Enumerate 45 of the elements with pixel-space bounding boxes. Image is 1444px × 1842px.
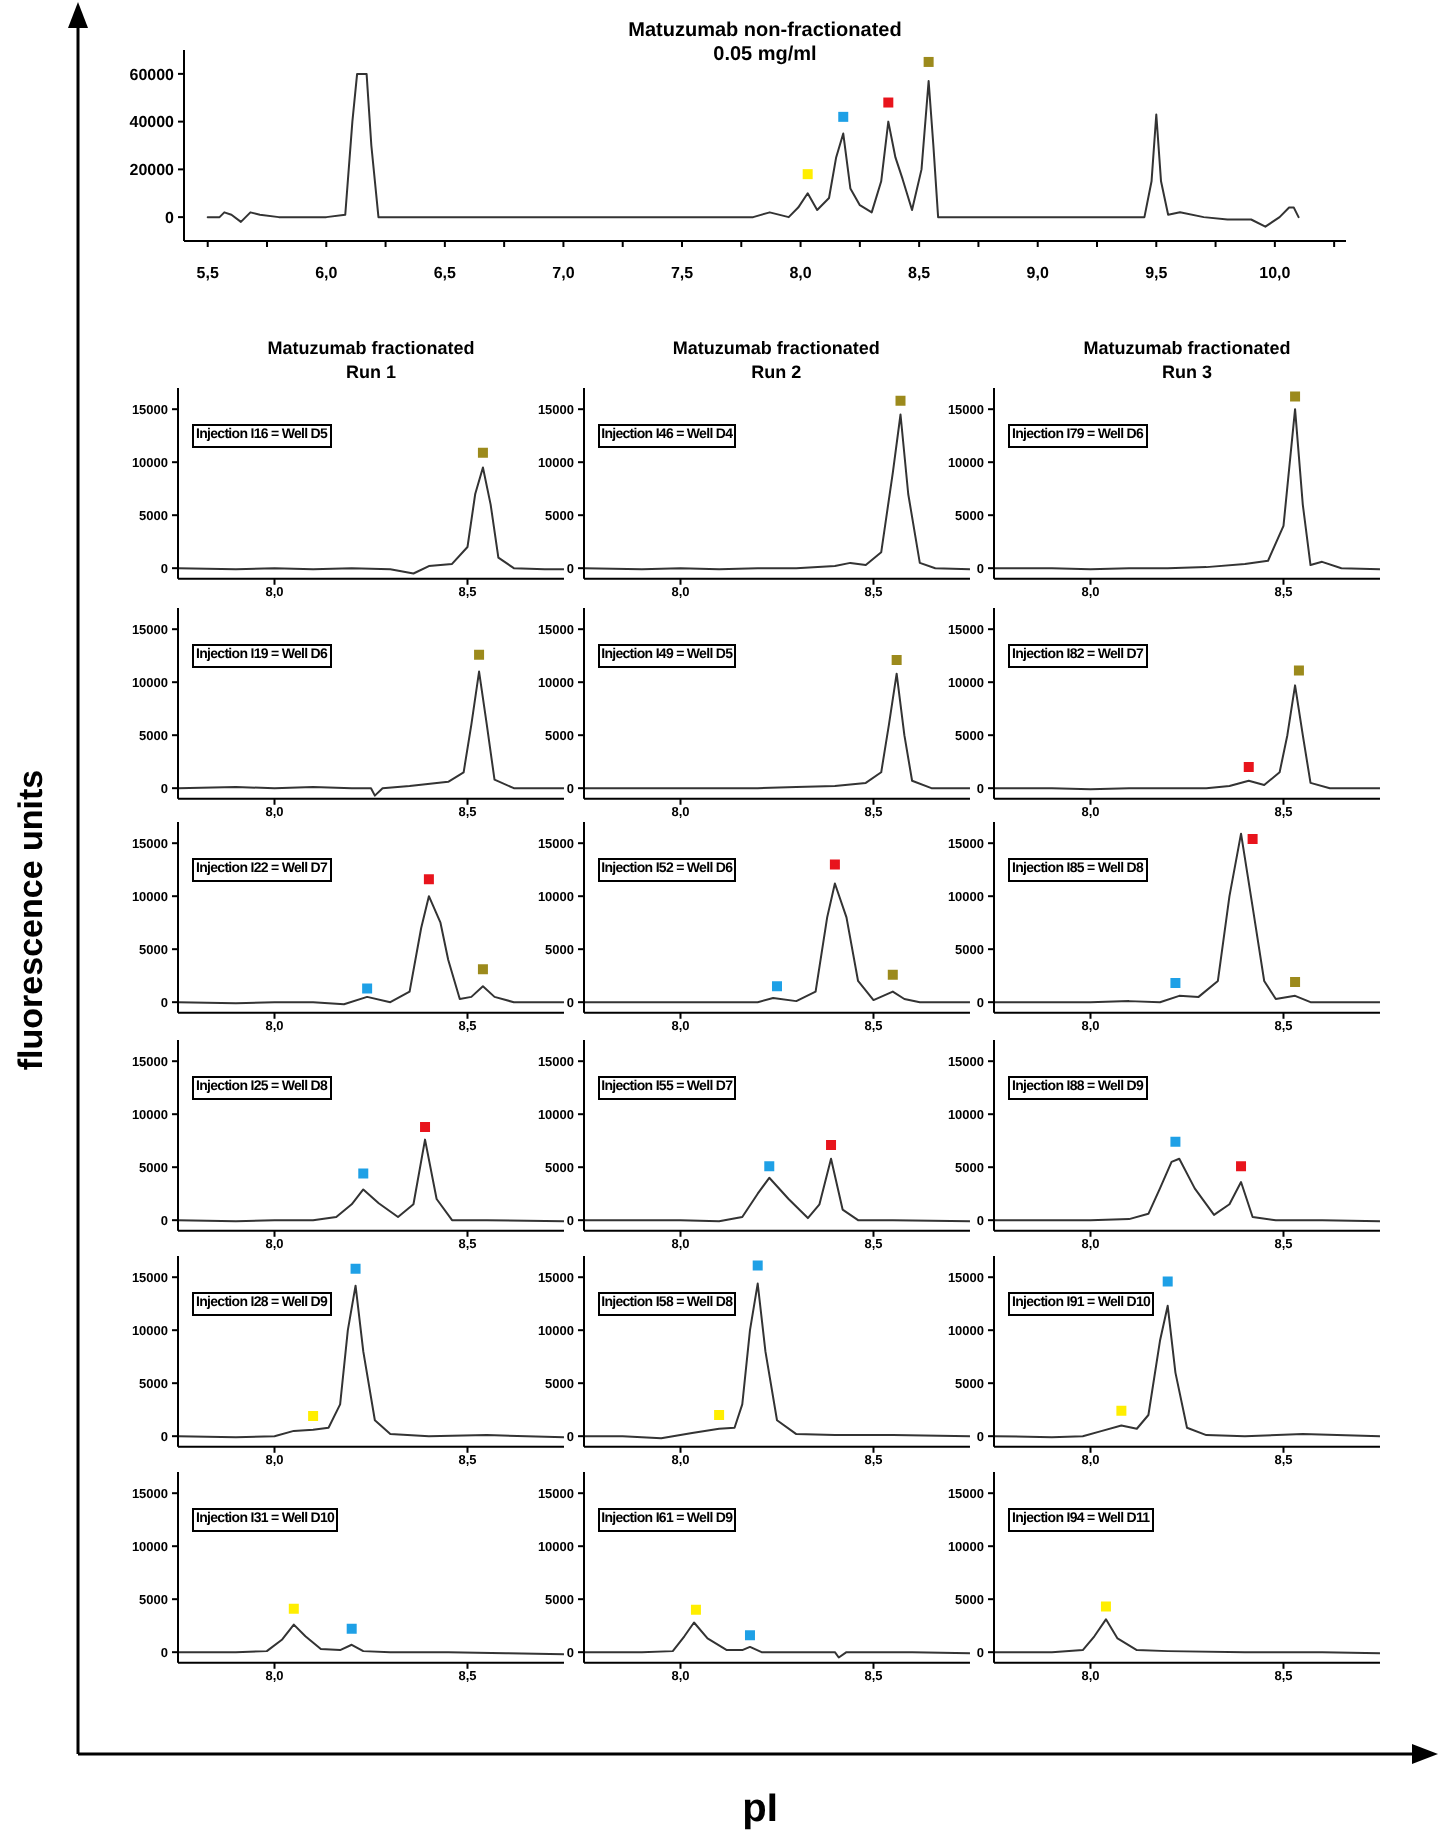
chart-subtitle: Run 1 — [343, 360, 398, 385]
point — [423, 875, 434, 886]
point — [362, 984, 373, 995]
chart-title: Matuzumab fractionated — [265, 336, 477, 361]
chart-title: Matuzumab fractionated — [1081, 336, 1293, 361]
x-tick-label: 9,0 — [1026, 263, 1050, 282]
x-tick-label: 7,5 — [670, 263, 695, 282]
x-tick-label: 8,5 — [908, 263, 932, 282]
line-series — [994, 1618, 1380, 1655]
point — [829, 860, 840, 871]
point — [923, 55, 934, 66]
point — [1247, 834, 1258, 845]
line-series — [583, 1621, 970, 1659]
x-tick-label: 9,5 — [1145, 263, 1169, 282]
x-tick-label: 10,0 — [1259, 263, 1292, 282]
chart-title: Matuzumab fractionated — [670, 336, 882, 361]
chart-title: Matuzumab non-fractionated — [626, 20, 904, 44]
x-tick-label: 5,5 — [196, 263, 220, 282]
point — [838, 110, 849, 121]
chart-subtitle: 0.05 mg/ml — [711, 44, 819, 68]
point — [771, 982, 782, 993]
point — [886, 970, 897, 981]
y-tick-label: 20000 — [129, 160, 176, 179]
x-tick-label: 8,0 — [789, 263, 813, 282]
x-tick-label: 7,0 — [552, 263, 576, 282]
x-tick-label: 6,0 — [315, 263, 339, 282]
y-tick-label: 60000 — [129, 64, 176, 83]
line-series — [994, 1157, 1380, 1222]
x-tick-label: 6,5 — [433, 263, 458, 282]
point — [477, 965, 488, 976]
point — [1290, 977, 1301, 988]
chart-subtitle: Run 3 — [1159, 360, 1214, 385]
y-axis-title: fluorescence units — [12, 769, 52, 1071]
point — [1170, 978, 1181, 989]
chart-subtitle: Run 2 — [749, 360, 804, 385]
y-tick-label: 0 — [165, 207, 176, 226]
x-axis-title: pI — [742, 1787, 778, 1833]
point — [802, 168, 813, 179]
y-tick-label: 40000 — [129, 112, 176, 131]
line-series — [206, 71, 1300, 227]
line-series — [994, 833, 1380, 1004]
line-series — [994, 408, 1380, 571]
line-series — [994, 683, 1380, 790]
line-series — [178, 1623, 564, 1656]
point — [883, 96, 894, 107]
